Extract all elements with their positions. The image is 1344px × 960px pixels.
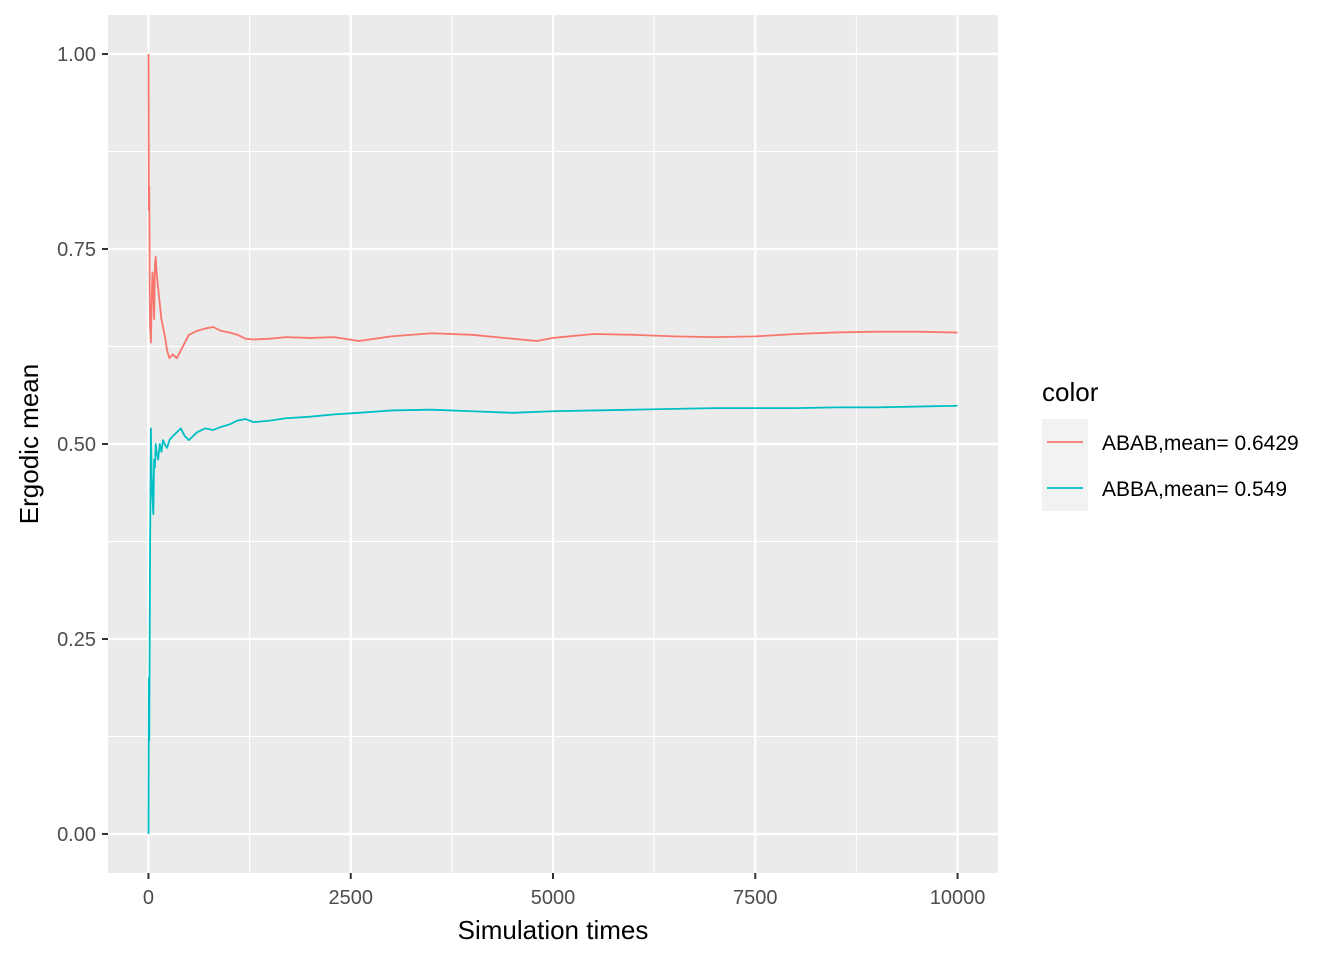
legend: color ABAB,mean= 0.6429 ABBA,mean= 0.549 bbox=[1042, 377, 1299, 511]
series-line-2 bbox=[147, 404, 958, 835]
legend-label: ABAB,mean= 0.6429 bbox=[1102, 432, 1299, 455]
x-tick-label: 10000 bbox=[930, 887, 986, 909]
y-tick-label: 0.00 bbox=[57, 824, 96, 846]
x-axis-tick-labels: 0 2500 5000 7500 10000 bbox=[143, 887, 985, 909]
legend-title: color bbox=[1042, 377, 1099, 407]
y-tick-label: 1.00 bbox=[57, 44, 96, 66]
x-axis-title: Simulation times bbox=[458, 915, 649, 945]
legend-items: ABAB,mean= 0.6429 ABBA,mean= 0.549 bbox=[1042, 419, 1299, 511]
y-tick-label: 0.75 bbox=[57, 239, 96, 261]
y-tick-label: 0.50 bbox=[57, 434, 96, 456]
x-tick-label: 7500 bbox=[733, 887, 778, 909]
series-layer bbox=[147, 53, 958, 835]
axis-ticks bbox=[102, 53, 959, 879]
legend-label: ABBA,mean= 0.549 bbox=[1102, 478, 1287, 501]
y-axis-tick-labels: 0.00 0.25 0.50 0.75 1.00 bbox=[57, 44, 96, 846]
x-tick-label: 0 bbox=[143, 887, 154, 909]
y-axis-title: Ergodic mean bbox=[14, 364, 44, 524]
x-tick-label: 2500 bbox=[328, 887, 373, 909]
x-tick-label: 5000 bbox=[531, 887, 576, 909]
series-line-1 bbox=[147, 53, 958, 360]
y-tick-label: 0.25 bbox=[57, 629, 96, 651]
